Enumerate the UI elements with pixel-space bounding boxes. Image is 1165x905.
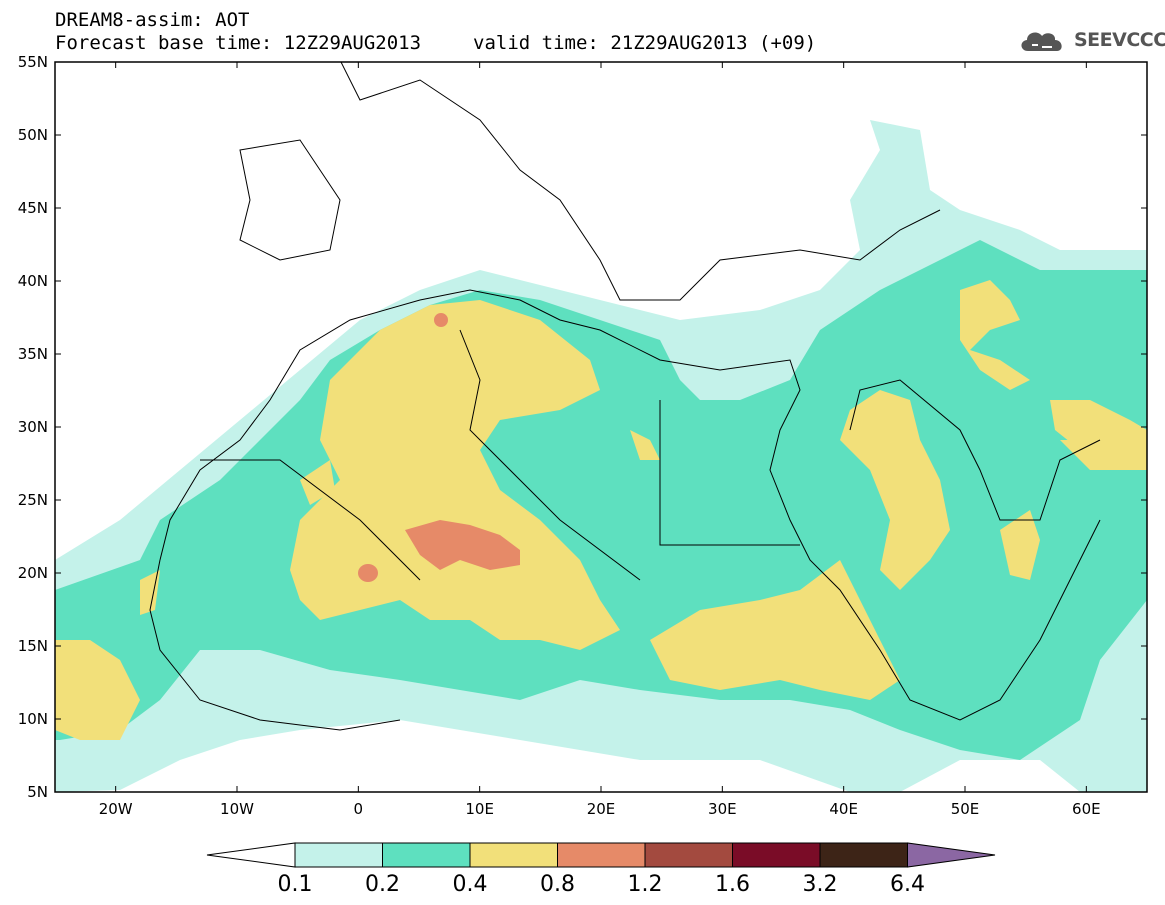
lon-tick-label: 50E (950, 800, 980, 818)
lat-tick-label: 55N (17, 53, 48, 71)
lon-tick-label: 20E (586, 800, 616, 818)
contour-0-4-sahara (290, 300, 620, 650)
contour-0-8-spot2 (433, 312, 448, 328)
lat-tick-label: 35N (17, 345, 48, 363)
tick-marks (55, 61, 1147, 793)
lon-tick-label: 10W (220, 800, 254, 818)
aot-contours (55, 120, 1147, 792)
colorbar-level-label: 1.2 (627, 872, 663, 897)
contour-0-4-westafrica (55, 640, 140, 740)
lat-tick-label: 25N (17, 491, 48, 509)
lat-tick-label: 5N (27, 783, 48, 801)
lon-tick-label: 10E (465, 800, 494, 818)
lon-tick-label: 30E (708, 800, 737, 818)
contour-0-4-iran (960, 280, 1030, 390)
coastlines (149, 62, 1101, 731)
contour-0-4-spot3 (140, 570, 160, 615)
lon-tick-label: 40E (829, 800, 858, 818)
base-time: Forecast base time: 12Z29AUG2013 (55, 32, 422, 54)
lat-tick-label: 20N (17, 564, 48, 582)
colorbar-level-label: 6.4 (890, 872, 925, 897)
contour-0-4-oman (1000, 510, 1040, 580)
lon-tick-label: 60E (1072, 800, 1101, 818)
lat-tick-label: 40N (17, 272, 48, 290)
colorbar-level-label: 1.6 (715, 872, 750, 897)
colorbar-level-label: 0.1 (277, 872, 313, 897)
map-title: DREAM8-assim: AOT (55, 9, 250, 31)
contour-0-4-spot2 (630, 430, 660, 460)
contour-0-8 (405, 520, 520, 570)
contour-0-8-spot (358, 564, 378, 582)
contour-0-4-spot1 (300, 460, 335, 505)
logo-text: SEEVCCC (1074, 29, 1165, 51)
lat-tick-label: 45N (17, 199, 48, 217)
forecast-times: Forecast base time: 12Z29AUG2013 valid ti… (55, 33, 816, 53)
lon-tick-label: 20W (98, 800, 133, 818)
colorbar-level-label: 0.8 (540, 872, 575, 897)
lat-tick-label: 30N (17, 418, 48, 436)
contour-0-4-spot4 (1060, 440, 1147, 470)
contour-0-4-arabia (840, 390, 950, 590)
contour-0-4-sudan (650, 560, 900, 700)
lat-tick-label: 50N (17, 126, 48, 144)
seevccc-logo: SEEVCCC (1018, 27, 1165, 55)
colorbar-level-label: 3.2 (802, 872, 838, 897)
colorbar-level-label: 0.2 (365, 872, 400, 897)
cloud-icon (1021, 32, 1062, 51)
valid-time: valid time: 21Z29AUG2013 (+09) (473, 32, 817, 54)
colorbar-level-label: 0.4 (452, 872, 488, 897)
lat-tick-label: 10N (17, 710, 48, 728)
lat-tick-label: 15N (17, 637, 48, 655)
lon-tick-label: 0 (353, 800, 364, 818)
